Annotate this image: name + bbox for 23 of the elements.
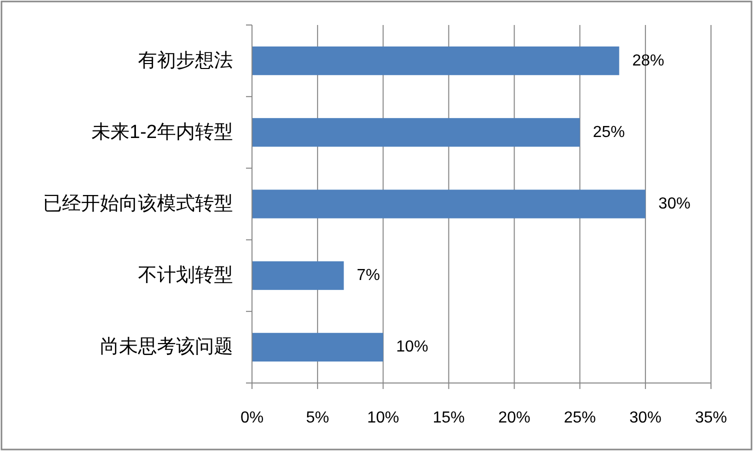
x-tick-label: 15% [432,410,465,426]
data-label: 28% [632,52,664,70]
x-tick-label: 0% [240,410,264,426]
x-tick-label: 35% [694,410,728,426]
data-label: 30% [658,196,690,212]
y-tick-label: 不计划转型 [138,265,233,286]
x-tick-label: 25% [564,410,596,426]
y-tick-label: 有初步想法 [138,49,233,72]
bar [252,190,646,218]
bar [252,332,384,362]
bar [252,46,620,76]
y-tick-label: 尚未思考该问题 [100,336,233,358]
y-tick-label: 未来1-2年内转型 [92,122,233,143]
bar [252,261,344,290]
data-label: 7% [356,267,380,284]
data-label: 10% [396,338,428,356]
x-tick-label: 20% [498,410,530,426]
bar [252,118,580,147]
data-label: 25% [592,124,625,141]
y-tick-label: 已经开始向该模式转型 [43,192,233,214]
x-tick-label: 10% [367,410,400,426]
x-tick-label: 30% [629,410,662,426]
x-tick-label: 5% [306,410,330,426]
